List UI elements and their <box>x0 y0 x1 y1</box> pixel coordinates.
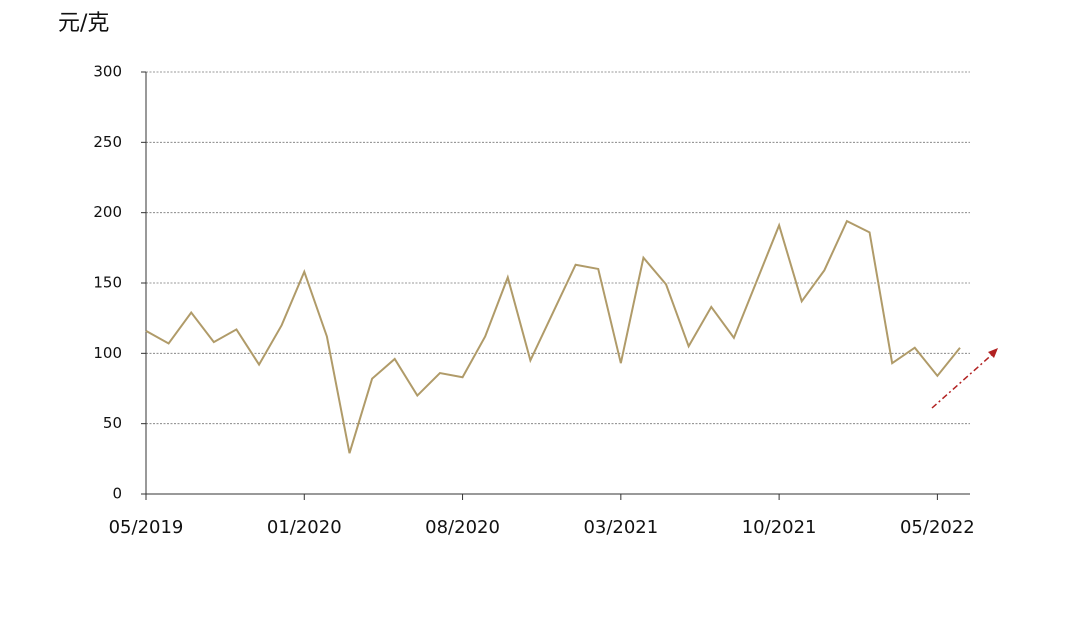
x-tick-label: 05/2022 <box>900 517 975 538</box>
x-tick-label: 01/2020 <box>267 517 342 538</box>
y-tick-label: 100 <box>93 344 122 362</box>
x-tick-label: 05/2019 <box>109 517 184 538</box>
x-tick-label: 10/2021 <box>742 517 817 538</box>
arrow-head <box>988 348 998 358</box>
y-tick-label: 0 <box>112 485 122 503</box>
y-tick-label: 150 <box>93 274 122 292</box>
y-tick-label: 200 <box>93 203 122 221</box>
trend-arrow <box>931 350 997 409</box>
x-tick-label: 03/2021 <box>583 517 658 538</box>
y-axis-label: 元/克 <box>58 11 109 36</box>
x-tick-label: 08/2020 <box>425 517 500 538</box>
y-tick-label: 300 <box>93 63 122 81</box>
data-line <box>145 219 961 454</box>
y-tick-label: 50 <box>103 414 122 432</box>
y-tick-label: 250 <box>93 133 122 151</box>
